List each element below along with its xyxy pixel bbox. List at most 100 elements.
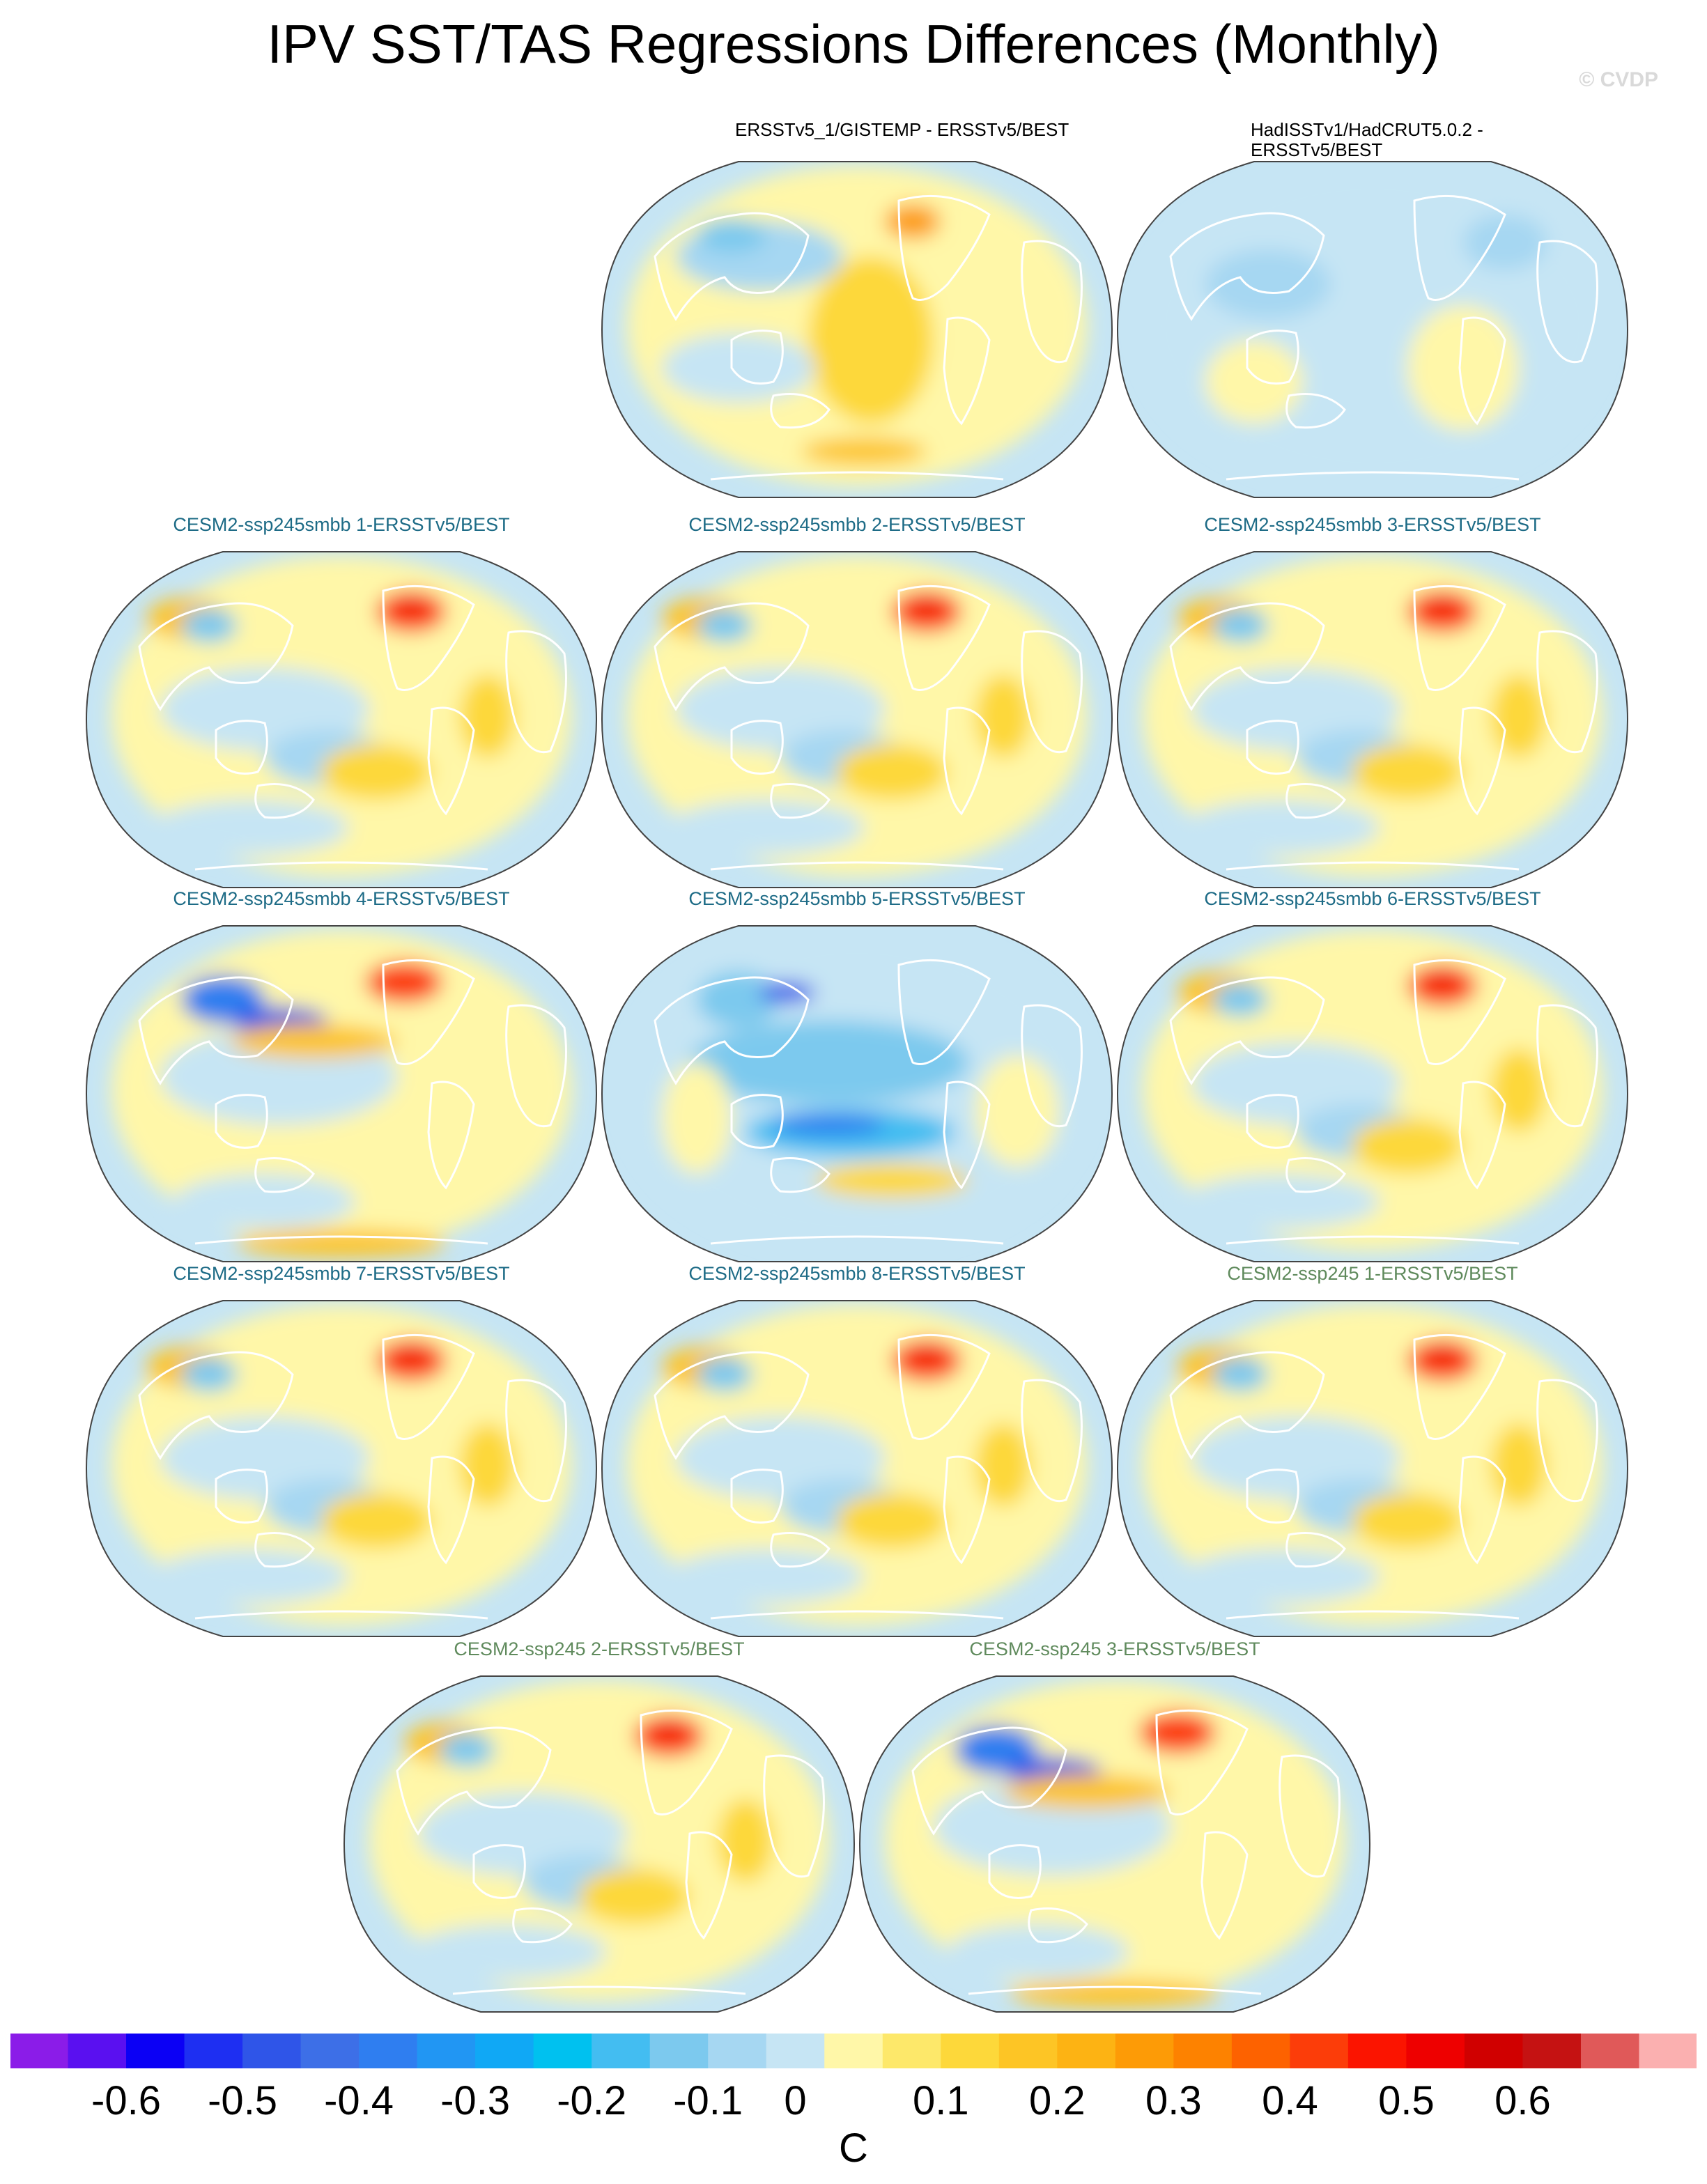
colorbar-tick-labels: -0.6 -0.5 -0.4 -0.3 -0.2 -0.1 0 0.1 0.2 0.3 0.4 0.5… xyxy=(0,2077,1707,2126)
map-panel-label: CESM2-ssp245smbb 5-ERSSTv5/BEST xyxy=(688,888,1026,909)
map-border xyxy=(601,161,1113,498)
colorbar-swatch xyxy=(533,2033,592,2069)
colorbar-tick-label: 0 xyxy=(784,2078,807,2123)
map-border xyxy=(1116,925,1629,1262)
map-panel: HadISSTv1/HadCRUT5.0.2 - ERSSTv5/BEST xyxy=(1115,120,1630,500)
robinson-map xyxy=(85,551,598,888)
map-panel: CESM2-ssp245smbb 4-ERSSTv5/BEST xyxy=(84,888,599,1264)
robinson-map xyxy=(1116,925,1629,1262)
coastlines xyxy=(138,1333,567,1620)
colorbar xyxy=(10,2033,1697,2069)
map-panel: CESM2-ssp245smbb 7-ERSSTv5/BEST xyxy=(84,1263,599,1639)
colorbar-swatch xyxy=(1115,2033,1174,2069)
colorbar-tick-label: 0.6 xyxy=(1494,2078,1551,2123)
map-border xyxy=(601,1300,1113,1637)
map-panel: CESM2-ssp245 1-ERSSTv5/BEST xyxy=(1115,1263,1630,1639)
map-panel: CESM2-ssp245smbb 6-ERSSTv5/BEST xyxy=(1115,888,1630,1264)
colorbar-tick-label: 0.2 xyxy=(1028,2078,1086,2123)
robinson-map xyxy=(601,1300,1113,1637)
map-border xyxy=(1116,551,1629,888)
colorbar-swatch xyxy=(882,2033,941,2069)
coastlines xyxy=(654,1333,1083,1620)
colorbar-swatch xyxy=(1347,2033,1407,2069)
colorbar-swatch xyxy=(68,2033,127,2069)
colorbar-tick-label: 0.4 xyxy=(1262,2078,1318,2123)
colorbar-tick-label: -0.4 xyxy=(324,2078,394,2123)
colorbar-tick-label: -0.1 xyxy=(673,2078,743,2123)
colorbar-swatch xyxy=(766,2033,825,2069)
map-panel-label: CESM2-ssp245smbb 8-ERSSTv5/BEST xyxy=(688,1263,1026,1284)
colorbar-swatch xyxy=(242,2033,302,2069)
colorbar-swatch xyxy=(941,2033,1000,2069)
map-panel: ERSSTv5_1/GISTEMP - ERSSTv5/BEST xyxy=(599,120,1115,500)
map-panel: CESM2-ssp245smbb 8-ERSSTv5/BEST xyxy=(599,1263,1115,1639)
colorbar-swatch xyxy=(708,2033,767,2069)
colorbar-swatch xyxy=(824,2033,883,2069)
robinson-map xyxy=(1116,551,1629,888)
colorbar-tick-label: -0.5 xyxy=(208,2078,278,2123)
robinson-map xyxy=(858,1675,1371,2013)
robinson-map xyxy=(85,1300,598,1637)
colorbar-swatch xyxy=(1057,2033,1116,2069)
map-panel: CESM2-ssp245smbb 2-ERSSTv5/BEST xyxy=(599,514,1115,890)
map-panel: CESM2-ssp245smbb 5-ERSSTv5/BEST xyxy=(599,888,1115,1264)
colorbar-units: C xyxy=(839,2125,868,2171)
colorbar-swatch xyxy=(300,2033,360,2069)
coastlines xyxy=(396,1709,825,1995)
map-panel: CESM2-ssp245smbb 1-ERSSTv5/BEST xyxy=(84,514,599,890)
colorbar-swatch xyxy=(649,2033,709,2069)
colorbar-tick-label: 0.3 xyxy=(1145,2078,1202,2123)
coastlines xyxy=(654,194,1083,481)
map-panel-label: ERSSTv5_1/GISTEMP - ERSSTv5/BEST xyxy=(735,119,1069,140)
colorbar-swatch xyxy=(126,2033,185,2069)
cvdp-credit: © CVDP xyxy=(1579,68,1658,91)
coastlines xyxy=(138,584,567,871)
colorbar-swatch xyxy=(1173,2033,1233,2069)
colorbar-swatch xyxy=(1522,2033,1582,2069)
map-panel-label: CESM2-ssp245 3-ERSSTv5/BEST xyxy=(969,1639,1260,1659)
map-border xyxy=(1116,1300,1629,1637)
map-panel-label: HadISSTv1/HadCRUT5.0.2 - ERSSTv5/BEST xyxy=(1251,119,1483,160)
coastlines xyxy=(654,584,1083,871)
colorbar-tick-label: -0.2 xyxy=(557,2078,627,2123)
colorbar-tick-label: 0.5 xyxy=(1378,2078,1435,2123)
figure-title: IPV SST/TAS Regressions Differences (Mon… xyxy=(267,13,1440,75)
map-border xyxy=(85,1300,598,1637)
robinson-map xyxy=(601,161,1113,498)
map-panel-label: CESM2-ssp245smbb 1-ERSSTv5/BEST xyxy=(173,514,510,535)
colorbar-swatch xyxy=(1464,2033,1523,2069)
colorbar-swatch xyxy=(184,2033,243,2069)
map-panel: CESM2-ssp245smbb 3-ERSSTv5/BEST xyxy=(1115,514,1630,890)
colorbar-swatch xyxy=(359,2033,418,2069)
map-border xyxy=(85,551,598,888)
coastlines xyxy=(1169,194,1598,481)
map-panel: CESM2-ssp245 3-ERSSTv5/BEST xyxy=(857,1639,1373,2015)
robinson-map xyxy=(601,551,1113,888)
map-panel-label: CESM2-ssp245smbb 2-ERSSTv5/BEST xyxy=(688,514,1026,535)
coastlines xyxy=(654,959,1083,1245)
map-border xyxy=(85,925,598,1262)
coastlines xyxy=(911,1709,1341,1995)
robinson-map xyxy=(601,925,1113,1262)
colorbar-swatch xyxy=(1231,2033,1290,2069)
coastlines xyxy=(138,959,567,1245)
map-panel: CESM2-ssp245 2-ERSSTv5/BEST xyxy=(341,1639,857,2015)
robinson-map xyxy=(85,925,598,1262)
colorbar-swatch xyxy=(10,2033,69,2069)
colorbar-swatch xyxy=(417,2033,476,2069)
map-panel-label: CESM2-ssp245smbb 3-ERSSTv5/BEST xyxy=(1204,514,1541,535)
map-border xyxy=(1116,161,1629,498)
colorbar-tick-label: -0.6 xyxy=(91,2078,161,2123)
map-panel-label: CESM2-ssp245 1-ERSSTv5/BEST xyxy=(1227,1263,1518,1284)
map-border xyxy=(858,1675,1371,2013)
colorbar-swatch xyxy=(592,2033,651,2069)
coastlines xyxy=(1169,584,1598,871)
colorbar-tick-label: -0.3 xyxy=(440,2078,511,2123)
colorbar-swatch xyxy=(1406,2033,1465,2069)
map-panel-label: CESM2-ssp245 2-ERSSTv5/BEST xyxy=(454,1639,745,1659)
map-panel-label: CESM2-ssp245smbb 7-ERSSTv5/BEST xyxy=(173,1263,510,1284)
colorbar-swatch xyxy=(1580,2033,1639,2069)
colorbar-swatch xyxy=(1290,2033,1349,2069)
map-border xyxy=(343,1675,856,2013)
coastlines xyxy=(1169,1333,1598,1620)
